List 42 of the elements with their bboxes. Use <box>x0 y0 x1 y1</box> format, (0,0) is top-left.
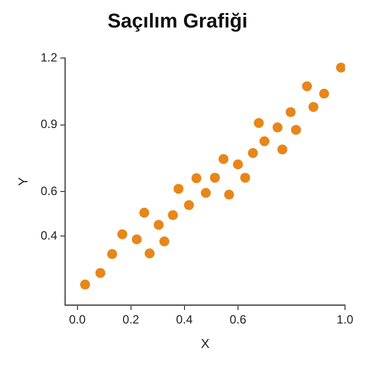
x-tick-label: 0.2 <box>122 312 140 327</box>
x-tick-label: 0.6 <box>230 312 247 327</box>
point <box>319 88 330 99</box>
point <box>336 62 345 73</box>
point <box>200 188 211 198</box>
point <box>254 118 264 128</box>
x-axis-title: X <box>200 336 210 351</box>
point <box>277 144 288 154</box>
y-tick-label: 0.6 <box>40 184 58 198</box>
point <box>154 220 164 230</box>
point <box>224 190 234 200</box>
point <box>184 200 194 210</box>
point <box>232 159 243 170</box>
x-tick-label: 1.0 <box>336 312 354 327</box>
point <box>168 210 178 220</box>
point <box>95 268 106 278</box>
point <box>107 249 118 260</box>
point <box>144 248 155 258</box>
point <box>159 236 170 246</box>
point <box>139 208 150 218</box>
point <box>302 81 312 92</box>
chart-title: Saçılım Grafiği <box>107 10 248 33</box>
y-axis-title: Y <box>15 176 30 186</box>
point <box>240 172 250 183</box>
x-tick-label: 0.4 <box>176 312 194 327</box>
point <box>286 107 296 118</box>
y-tick-label: 0.9 <box>40 117 58 132</box>
point <box>132 234 142 244</box>
y-tick-label: 1.2 <box>40 50 58 64</box>
point <box>117 229 128 240</box>
point <box>174 184 184 194</box>
point <box>218 154 228 164</box>
point <box>80 280 90 290</box>
point <box>291 124 302 135</box>
point <box>272 122 283 132</box>
point <box>191 173 202 184</box>
x-tick-label: 0.0 <box>68 312 86 327</box>
point <box>210 172 220 183</box>
y-tick-label: 0.4 <box>40 228 58 242</box>
point <box>248 148 258 158</box>
point <box>259 136 270 146</box>
point <box>308 102 318 112</box>
